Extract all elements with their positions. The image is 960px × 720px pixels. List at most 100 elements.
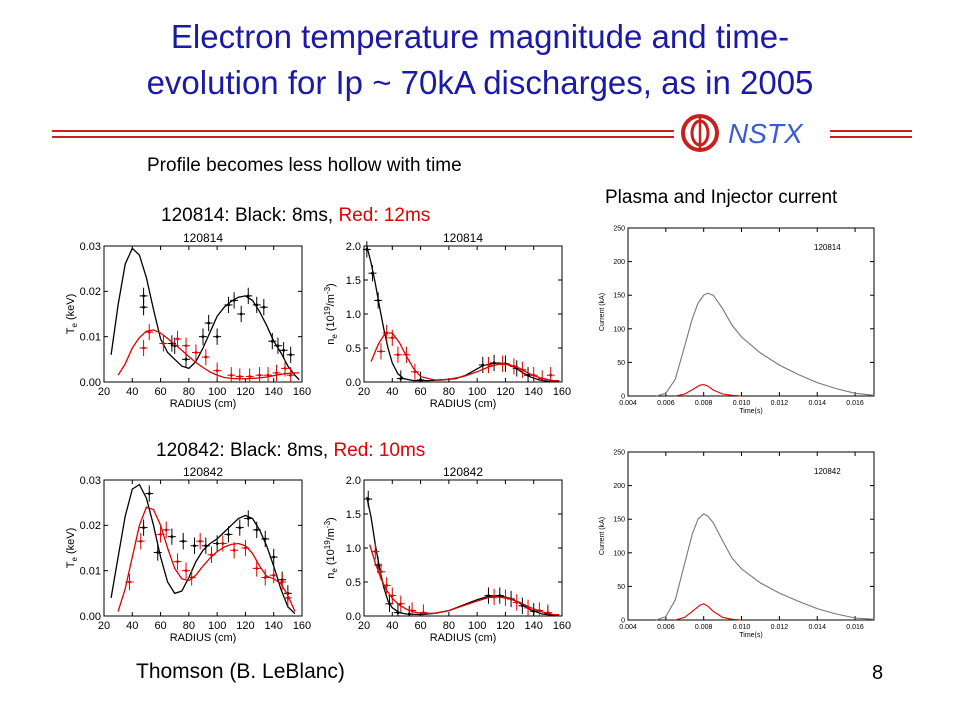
black-data-point (237, 305, 246, 323)
y-tick-label: 0.02 (80, 520, 101, 532)
plot-title: 120814 (183, 231, 223, 245)
point-dot (159, 533, 162, 536)
x-tick-label: 100 (468, 386, 486, 398)
red-data-point (191, 344, 200, 361)
point-dot (263, 576, 267, 579)
point-dot (266, 373, 270, 377)
point-dot (190, 576, 194, 579)
black-data-point (374, 292, 383, 309)
x-tick-label: 0.010 (733, 400, 751, 407)
black-data-point (495, 587, 504, 604)
point-dot (405, 353, 408, 357)
point-dot (128, 580, 131, 584)
y-tick-label: 250 (613, 449, 625, 456)
point-dot (176, 560, 179, 563)
y-tick-label: 1.5 (346, 509, 361, 521)
red-data-point (182, 337, 191, 354)
point-dot (396, 611, 400, 614)
x-tick-label: 160 (293, 620, 311, 632)
red-data-point (388, 587, 397, 604)
point-dot (366, 497, 370, 501)
y-axis-label-part: e (70, 323, 79, 328)
point-dot (422, 611, 425, 614)
slide-title: Electron temperature magnitude and time-… (40, 14, 920, 106)
y-tick-label: 1.5 (346, 275, 361, 287)
red-data-point (235, 368, 244, 382)
point-dot (162, 342, 165, 345)
point-dot (238, 375, 242, 378)
point-dot (289, 373, 293, 377)
point-dot (272, 573, 276, 577)
y-axis-label-part: e (330, 334, 339, 339)
x-tick-label: 100 (208, 620, 226, 632)
red-data-point (501, 589, 510, 606)
point-dot (410, 609, 414, 612)
x-axis-label: RADIUS (cm) (430, 632, 497, 644)
x-axis-label: RADIUS (cm) (170, 398, 237, 410)
red-data-point (252, 560, 261, 577)
y-axis-label-part: -3 (323, 286, 332, 294)
point-dot (521, 604, 524, 608)
y-tick-label: 1.0 (346, 543, 361, 555)
x-tick-label: 0.010 (733, 624, 751, 631)
ne-120814-frame (363, 245, 563, 383)
black-data-point (524, 367, 533, 382)
red-data-point (139, 339, 148, 357)
x-tick-label: 0.006 (657, 400, 675, 407)
point-dot (142, 526, 145, 529)
black-data-point (244, 287, 253, 305)
y-tick-label: 2.0 (346, 241, 361, 253)
red-data-point (145, 323, 154, 341)
point-dot (376, 299, 380, 302)
y-axis-label-part: e (330, 568, 339, 573)
black-data-point (139, 519, 148, 536)
black-data-point (204, 314, 213, 332)
black-data-point (252, 521, 261, 539)
x-tick-label: 0.012 (771, 624, 789, 631)
x-tick-label: 80 (443, 620, 455, 632)
point-dot (407, 612, 411, 616)
y-tick-label: 200 (613, 259, 625, 266)
x-tick-label: 40 (126, 386, 138, 398)
x-tick-label: 140 (525, 386, 543, 398)
y-axis-label-part: 19 (323, 540, 332, 549)
x-tick-label: 80 (183, 386, 195, 398)
shot2-caption: 120842: Black: 8ms, Red: 10ms (156, 440, 425, 462)
black-series-line (366, 245, 560, 382)
black-data-point (199, 328, 207, 345)
y-axis-label-part: ) (325, 517, 337, 521)
point-dot (201, 335, 205, 339)
point-dot (255, 567, 259, 570)
red-data-point (230, 542, 239, 559)
point-dot (399, 602, 403, 606)
x-tick-label: 60 (414, 386, 426, 398)
black-data-point (252, 296, 261, 314)
red-series-line (369, 544, 560, 616)
shot-annotation: 120842 (814, 467, 841, 476)
x-tick-label: 40 (126, 620, 138, 632)
shot2-caption-black: 120842: Black: 8ms, (156, 440, 334, 461)
point-dot (379, 350, 383, 353)
x-tick-label: 20 (358, 386, 370, 398)
point-dot (198, 539, 202, 543)
black-data-point (244, 510, 253, 527)
x-tick-label: 60 (154, 386, 166, 398)
red-data-point (402, 346, 411, 363)
y-tick-label: 0.00 (80, 377, 101, 389)
x-tick-label: 120 (236, 620, 254, 632)
y-axis-label-part: /m (325, 294, 337, 306)
red-data-point (376, 563, 385, 580)
y-axis-label: ne (1019/m-3) (323, 283, 339, 344)
y-axis-label-part: /m (325, 528, 337, 540)
x-axis-label: RADIUS (cm) (430, 398, 497, 410)
point-dot (388, 602, 391, 606)
black-data-point (268, 333, 277, 350)
x-axis-label: RADIUS (cm) (170, 632, 237, 644)
ne-plot-120814: 20 40 60 80 100 120 140 160 0.0 0.5 1.0 1.5 2.0 RADIU… (322, 230, 577, 418)
x-tick-label: 100 (468, 620, 486, 632)
point-dot (540, 377, 544, 380)
red-data-point (278, 573, 287, 591)
point-dot (147, 492, 151, 495)
point-dot (390, 336, 394, 340)
black-data-point (259, 299, 268, 316)
